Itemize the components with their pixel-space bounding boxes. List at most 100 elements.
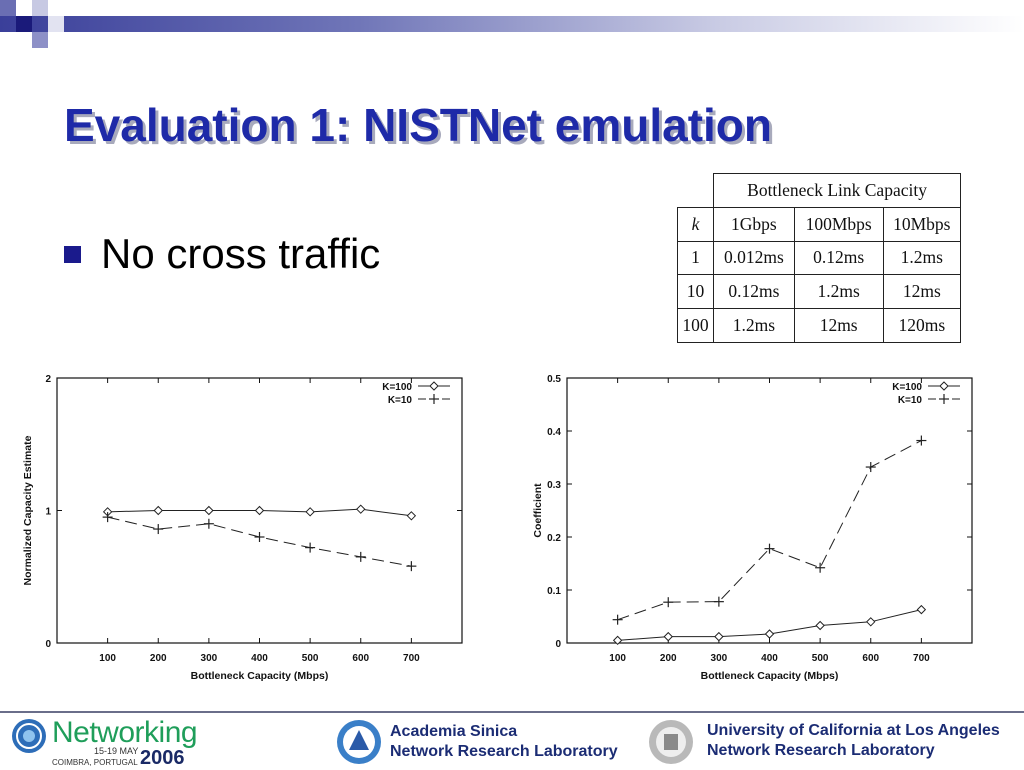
x-tick-label: 600 [352, 653, 369, 664]
table-cell: 12ms [882, 274, 962, 310]
table-col-header: 1Gbps [713, 206, 795, 242]
data-point [714, 631, 724, 642]
data-point [865, 462, 876, 473]
data-point [406, 511, 417, 521]
y-tick-label: 0.4 [547, 427, 561, 438]
legend-marker [429, 394, 439, 404]
ucla-label: University of California at Los Angeles … [707, 721, 1000, 761]
data-point [612, 614, 623, 625]
data-point [254, 532, 265, 542]
series-k100 [102, 504, 417, 521]
x-tick-label: 500 [812, 653, 829, 664]
legend-marker [429, 381, 439, 391]
table-group-header-row: Bottleneck Link Capacity [677, 173, 961, 208]
data-point [764, 629, 775, 639]
footer: Networking 15-19 MAY COIMBRA, PORTUGAL 2… [0, 713, 1024, 769]
table-corner-cell [677, 173, 715, 208]
corner-square-small [0, 0, 16, 16]
networking-globe-icon [12, 719, 46, 753]
table-k-cell: 1 [676, 240, 715, 276]
table-cell: 12ms [793, 308, 884, 343]
data-point [866, 617, 876, 627]
data-point [612, 635, 623, 646]
data-point [406, 561, 417, 572]
legend-marker [939, 394, 949, 404]
data-point [713, 596, 724, 607]
y-axis-label: Normalized Capacity Estimate [22, 435, 34, 585]
slide-title: Evaluation 1: NISTNet emulation [64, 99, 772, 151]
legend-label: K=100 [382, 382, 412, 393]
table-row: 1 0.012ms 0.12ms 1.2ms [676, 240, 962, 276]
series-k10 [612, 435, 927, 625]
legend-label: K=100 [892, 382, 922, 393]
table-row: 100 1.2ms 12ms 120ms [676, 308, 962, 343]
ucla-name: University of California at Los Angeles [707, 722, 1000, 739]
legend-marker [939, 381, 949, 391]
conference-name: Networking [52, 716, 198, 749]
x-tick-label: 600 [862, 653, 879, 664]
x-tick-label: 700 [403, 653, 420, 664]
academia-sinica-seal-icon [337, 720, 381, 764]
corner-square-pale [48, 16, 64, 32]
y-tick-label: 0.5 [547, 374, 561, 385]
ucla-seal-icon [649, 720, 693, 764]
data-point [663, 631, 673, 642]
corner-square-dark [16, 16, 32, 32]
table-header-row: k 1Gbps 100Mbps 10Mbps [676, 206, 962, 242]
x-tick-label: 300 [711, 653, 728, 664]
y-axis-label: Coefficient [532, 483, 544, 538]
table-k-cell: 100 [676, 308, 715, 343]
y-tick-label: 0.1 [547, 586, 561, 597]
x-tick-label: 700 [913, 653, 930, 664]
corner-square-light [32, 0, 48, 16]
data-point [203, 518, 214, 529]
y-tick-label: 0.3 [547, 480, 561, 491]
plot-frame [566, 377, 973, 644]
table-group-header: Bottleneck Link Capacity [713, 173, 961, 208]
x-tick-label: 400 [251, 653, 268, 664]
data-point [356, 504, 366, 514]
bullet-text: No cross traffic [101, 230, 381, 277]
sinica-name: Academia Sinica [390, 723, 518, 740]
ucla-lab: Network Research Laboratory [707, 742, 935, 759]
corner-square-mid [32, 32, 48, 48]
data-point [102, 512, 113, 523]
y-tick-label: 0 [555, 639, 561, 650]
legend-label: K=10 [898, 395, 923, 406]
bullet-item: No cross traffic [64, 230, 380, 278]
x-tick-label: 200 [150, 653, 167, 664]
data-point [204, 505, 214, 516]
table-cell: 0.12ms [713, 274, 795, 310]
x-tick-label: 300 [201, 653, 218, 664]
footer-divider [0, 711, 1024, 713]
data-point [153, 505, 163, 516]
table-row: 10 0.12ms 1.2ms 12ms [676, 274, 962, 310]
legend-label: K=10 [388, 395, 413, 406]
y-tick-label: 1 [45, 507, 51, 518]
conference-year: 2006 [140, 747, 185, 769]
table-cell: 0.12ms [793, 240, 884, 276]
table-cell: 1.2ms [882, 240, 962, 276]
capacity-table: Bottleneck Link Capacity k 1Gbps 100Mbps… [676, 173, 962, 343]
x-tick-label: 500 [302, 653, 319, 664]
data-point [916, 435, 927, 446]
data-point [305, 542, 316, 553]
coefficient-chart: 0 0.1 0.2 0.3 0.4 0.5 100 200 300 400 500 600 700 Bot… [532, 374, 973, 682]
x-tick-label: 400 [761, 653, 778, 664]
data-point [815, 620, 825, 631]
x-axis-label: Bottleneck Capacity (Mbps) [191, 670, 329, 682]
table-cell: 1.2ms [793, 274, 884, 310]
sinica-label: Academia Sinica Network Research Laborat… [390, 722, 618, 762]
data-point [916, 604, 927, 615]
title-bar-gradient [0, 16, 1024, 32]
data-point [254, 505, 265, 516]
table-k-cell: 10 [676, 274, 715, 310]
conference-place: COIMBRA, PORTUGAL [52, 758, 138, 767]
y-tick-label: 0.2 [547, 533, 561, 544]
bullet-square-icon [64, 245, 81, 263]
x-axis-label: Bottleneck Capacity (Mbps) [701, 670, 839, 682]
data-point [764, 543, 775, 554]
x-tick-label: 200 [660, 653, 677, 664]
x-tick-label: 100 [99, 653, 116, 664]
x-tick-label: 100 [609, 653, 626, 664]
